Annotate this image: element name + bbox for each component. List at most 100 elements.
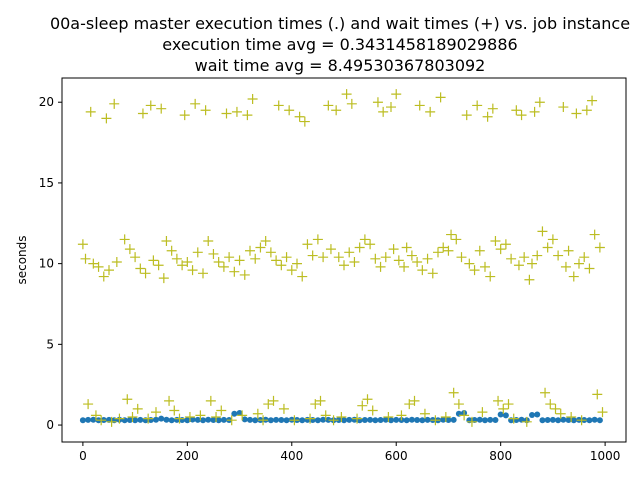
wait-time-point: [527, 258, 537, 269]
execution-time-point: [163, 416, 170, 423]
wait-time-point: [182, 257, 193, 268]
execution-time-point: [314, 417, 321, 424]
wait-time-point: [130, 252, 141, 263]
execution-time-point: [445, 417, 452, 424]
execution-time-series: [79, 409, 603, 424]
execution-time-point: [596, 417, 603, 424]
wait-time-point: [370, 253, 381, 264]
execution-time-point: [502, 412, 509, 419]
wait-time-point: [456, 252, 467, 263]
wait-time-point: [406, 250, 417, 261]
wait-time-point: [375, 261, 386, 272]
wait-time-point: [224, 252, 235, 263]
execution-time-point: [90, 416, 97, 423]
wait-time-point: [576, 415, 587, 426]
wait-time-point: [179, 110, 190, 121]
wait-time-point: [534, 97, 545, 108]
wait-time-point: [443, 245, 454, 256]
execution-time-point: [372, 417, 379, 424]
wait-time-point: [553, 250, 564, 261]
wait-time-point: [109, 98, 120, 109]
execution-time-point: [497, 411, 504, 418]
wait-time-point: [490, 236, 501, 247]
x-tick-label: 600: [385, 449, 408, 463]
wait-time-point: [245, 245, 255, 256]
wait-time-point: [242, 110, 253, 121]
x-tick-label: 200: [176, 449, 199, 463]
wait-time-point: [352, 413, 363, 424]
wait-time-point: [127, 411, 138, 422]
wait-time-point: [487, 103, 498, 114]
execution-time-point: [361, 417, 368, 424]
wait-time-point: [98, 271, 109, 282]
wait-time-point: [464, 258, 475, 269]
wait-time-point: [174, 413, 185, 424]
y-tick-label: 10: [39, 257, 54, 271]
wait-time-point: [331, 105, 342, 116]
wait-time-point: [77, 239, 88, 250]
execution-time-point: [299, 417, 306, 424]
wait-time-point: [106, 416, 117, 427]
wait-time-point: [393, 255, 404, 266]
wait-time-point: [503, 399, 514, 410]
execution-time-point: [393, 416, 400, 423]
wait-time-point: [203, 236, 214, 247]
execution-time-point: [529, 412, 535, 419]
wait-time-point: [579, 252, 590, 263]
wait-time-point: [153, 260, 164, 271]
wait-time-point: [255, 242, 266, 253]
execution-time-point: [184, 417, 191, 424]
wait-time-point: [417, 265, 428, 276]
wait-time-point: [597, 407, 608, 418]
wait-time-point: [200, 105, 211, 116]
wait-time-point: [550, 403, 561, 414]
wait-time-point: [307, 250, 318, 261]
wait-time-point: [401, 242, 412, 253]
axes-frame: [61, 77, 627, 443]
y-tick-label: 0: [46, 418, 54, 432]
wait-time-point: [310, 399, 321, 410]
wait-time-point: [268, 395, 279, 406]
y-tick-label: 5: [46, 337, 54, 351]
execution-time-point: [158, 415, 165, 422]
wait-time-point: [265, 247, 276, 258]
wait-time-point: [231, 106, 242, 117]
x-tick-label: 1000: [590, 449, 621, 463]
title-line-1: 00a-sleep master execution times (.) and…: [50, 14, 630, 33]
execution-time-point: [273, 416, 280, 423]
wait-time-point: [211, 411, 222, 422]
wait-time-point: [88, 258, 99, 269]
wait-time-point: [315, 395, 326, 406]
wait-time-point: [260, 236, 271, 247]
wait-time-point: [383, 411, 394, 422]
wait-time-point: [529, 106, 540, 117]
execution-time-point: [414, 417, 421, 424]
wait-time-point: [90, 410, 101, 421]
wait-time-point: [362, 394, 373, 405]
wait-time-point: [325, 244, 336, 255]
execution-time-point: [79, 417, 86, 424]
wait-time-point: [547, 234, 558, 245]
execution-time-point: [570, 417, 577, 424]
wait-time-point: [252, 408, 263, 419]
x-tick-label: 0: [79, 449, 87, 463]
wait-time-point: [568, 271, 579, 282]
wait-time-point: [145, 100, 156, 111]
wait-time-point: [571, 108, 582, 119]
wait-time-point: [135, 263, 146, 274]
wait-time-point: [474, 245, 485, 256]
wait-time-point: [555, 408, 566, 419]
execution-time-point: [335, 417, 342, 424]
execution-time-point: [476, 416, 483, 423]
wait-time-point: [151, 407, 161, 418]
execution-time-point: [586, 417, 593, 424]
execution-time-point: [492, 417, 499, 424]
wait-time-point: [396, 410, 407, 421]
wait-time-point: [433, 247, 443, 258]
execution-time-point: [137, 416, 144, 423]
wait-time-point: [111, 257, 122, 268]
wait-time-point: [119, 234, 130, 245]
execution-time-point: [200, 417, 206, 424]
y-tick-label: 15: [39, 176, 54, 190]
